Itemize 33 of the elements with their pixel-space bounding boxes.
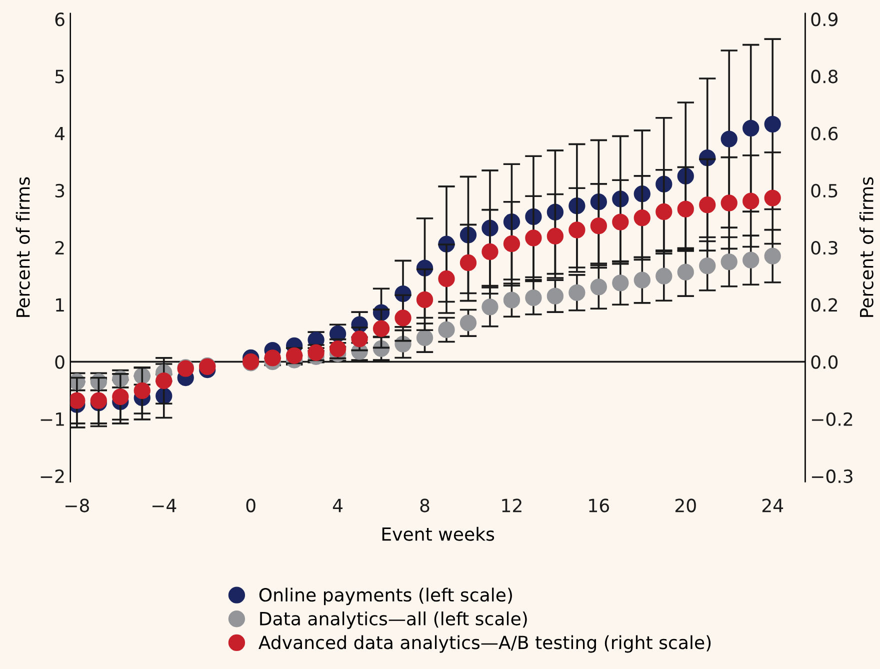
y-tick-label: 3 — [55, 184, 64, 198]
x-tick-label: 16 — [589, 498, 610, 512]
legend-label: Online payments (left scale) — [259, 588, 512, 606]
y-tick-label: 2 — [55, 240, 64, 254]
y2-tick-label: 0.0 — [811, 355, 838, 369]
x-tick-label: −8 — [66, 498, 89, 512]
x-tick-label: 0 — [246, 498, 256, 512]
y2-tick-label: 0.5 — [811, 184, 838, 198]
y-tick-label: 0 — [55, 355, 64, 369]
y2-tick-label: 0.8 — [811, 70, 838, 84]
y-tick-label: 6 — [55, 12, 64, 26]
y2-axis-title: Percent of firms — [859, 177, 874, 317]
y-tick-label: −1 — [40, 412, 64, 426]
y2-tick-label: 0.9 — [811, 12, 838, 26]
y2-tick-label: 0.2 — [811, 298, 837, 312]
x-axis-title: Event weeks — [382, 526, 494, 541]
y-tick-label: 4 — [54, 127, 65, 140]
y-axis-title: Percent of firms — [16, 177, 30, 317]
y2-tick-label: −0.3 — [812, 469, 852, 484]
y2-tick-label: 0.3 — [811, 240, 838, 255]
x-tick-label: 24 — [762, 498, 784, 512]
x-tick-label: 4 — [332, 498, 343, 512]
x-tick-label: 8 — [420, 498, 430, 512]
y-tick-label: 1 — [56, 298, 64, 312]
legend-label: Data analytics—all (left scale) — [260, 611, 527, 629]
x-tick-label: −4 — [152, 498, 176, 512]
x-tick-label: 20 — [675, 498, 696, 512]
y2-tick-label: 0.6 — [811, 126, 838, 140]
y-tick-label: −2 — [40, 469, 64, 483]
y2-tick-label: −0.2 — [812, 412, 852, 426]
x-tick-label: 12 — [502, 498, 522, 512]
y-tick-label: 5 — [55, 70, 64, 84]
legend-label: Advanced data analytics—A/B testing (right scale) — [258, 635, 711, 653]
